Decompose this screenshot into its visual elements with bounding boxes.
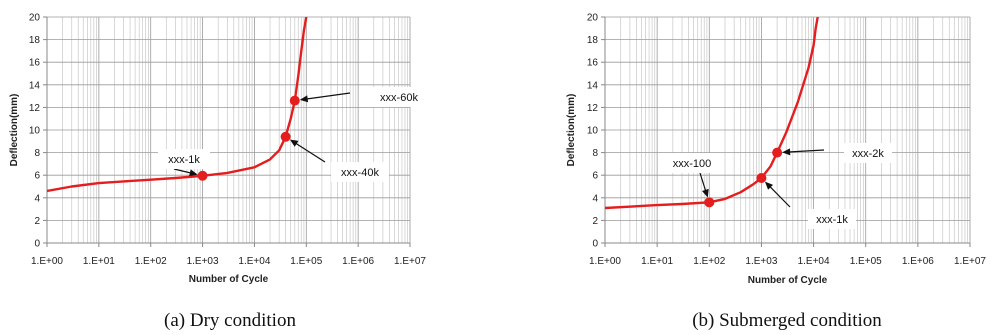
x-tick-label: 1.E+07 (954, 256, 986, 267)
x-tick-label: 1.E+00 (31, 256, 63, 267)
x-tick-label: 1.E+01 (641, 256, 673, 267)
x-tick-label: 1.E+06 (342, 256, 374, 267)
y-tick-label: 16 (587, 58, 599, 69)
annotation-label-box (808, 209, 856, 229)
x-tick-label: 1.E+02 (693, 256, 725, 267)
y-axis-label: Deflection(mm) (9, 94, 20, 167)
series-line (605, 17, 819, 210)
y-tick-label: 12 (29, 103, 41, 114)
y-tick-label: 0 (34, 239, 40, 250)
annotation-arrow (768, 185, 791, 208)
x-tick-label: 1.E+03 (187, 256, 219, 267)
x-tick-label: 1.E+00 (589, 256, 621, 267)
y-tick-label: 0 (592, 239, 598, 250)
x-tick-label: 1.E+07 (394, 256, 426, 267)
x-tick-label: 1.E+04 (238, 256, 270, 267)
x-tick-label: 1.E+03 (745, 256, 777, 267)
y-tick-label: 14 (587, 80, 599, 91)
y-tick-label: 14 (29, 80, 41, 91)
data-point-marker (280, 131, 291, 142)
x-tick-label: 1.E+06 (902, 256, 934, 267)
annotation-arrowhead (189, 169, 198, 177)
x-tick-label: 1.E+05 (290, 256, 322, 267)
y-tick-label: 6 (34, 171, 40, 182)
data-point-marker (197, 170, 208, 181)
annotation-label: xxx-2k (852, 148, 884, 160)
series-line (47, 17, 308, 193)
x-tick-label: 1.E+02 (135, 256, 167, 267)
x-tick-label: 1.E+05 (850, 256, 882, 267)
y-tick-label: 12 (587, 103, 599, 114)
annotation-arrow (294, 142, 326, 163)
y-tick-label: 2 (592, 216, 598, 227)
annotation-label: xxx-1k (168, 154, 200, 166)
x-axis-label: Number of Cycle (748, 275, 828, 286)
x-axis-label: Number of Cycle (189, 274, 269, 285)
annotation-label: xxx-60k (380, 92, 418, 104)
annotation-label: xxx-1k (816, 214, 848, 226)
y-tick-label: 4 (34, 193, 40, 204)
y-tick-label: 18 (587, 35, 599, 46)
annotation-arrow (305, 92, 351, 100)
annotation-arrow (788, 149, 825, 153)
y-tick-label: 8 (34, 148, 40, 159)
annotation-arrowhead (289, 139, 299, 147)
data-point-marker (772, 147, 783, 158)
x-tick-label: 1.E+04 (798, 256, 830, 267)
y-tick-label: 18 (29, 35, 41, 46)
data-point-marker (289, 95, 300, 106)
annotation-label: xxx-100 (673, 158, 712, 170)
y-tick-label: 4 (592, 193, 598, 204)
annotation-arrowhead (299, 95, 309, 103)
annotation-label-box (370, 87, 428, 107)
annotation-label-box (158, 149, 210, 169)
figure-caption: (b) Submerged condition (692, 310, 882, 331)
y-tick-label: 16 (29, 58, 41, 69)
y-tick-label: 10 (29, 126, 41, 137)
data-point-marker (756, 173, 767, 184)
y-tick-label: 20 (29, 13, 41, 24)
annotation-arrowhead (764, 181, 774, 190)
figure-caption: (a) Dry condition (164, 310, 296, 331)
annotation-arrowhead (702, 188, 709, 198)
annotation-label-box (844, 143, 892, 163)
y-tick-label: 6 (592, 171, 598, 182)
annotation-arrow (699, 172, 707, 193)
annotation-arrowhead (782, 148, 791, 156)
y-tick-label: 20 (587, 13, 599, 24)
y-tick-label: 8 (592, 148, 598, 159)
data-point-marker (704, 197, 715, 208)
y-axis-label: Deflection(mm) (566, 94, 577, 167)
chart-a: 0 2 4 6 8 10 12 14 16 18 20 1.E+00 1.E+01 1.E+02 1.E+0… (9, 13, 428, 331)
y-tick-label: 10 (587, 126, 599, 137)
annotation-label-box (665, 153, 719, 173)
y-tick-label: 2 (34, 216, 40, 227)
chart-b: 0 2 4 6 8 10 12 14 16 18 20 1.E+00 1.E+01 1.E+02 1.E+0… (566, 13, 986, 332)
annotation-label: xxx-40k (341, 167, 379, 179)
annotation-label-box (331, 162, 389, 182)
annotation-arrow (173, 168, 193, 174)
x-tick-label: 1.E+01 (83, 256, 115, 267)
